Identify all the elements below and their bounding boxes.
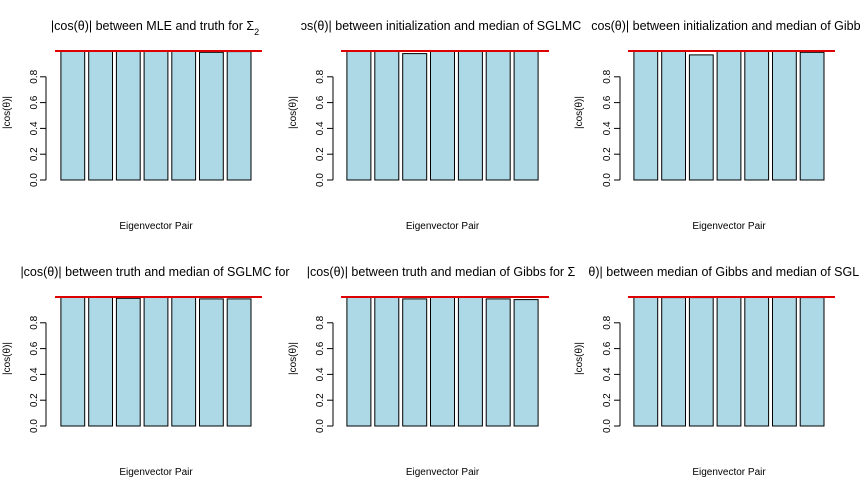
y-tick-label: 0.2: [602, 393, 613, 407]
y-tick-label: 0.6: [602, 341, 613, 355]
y-axis-label: |cos(θ)|: [574, 342, 585, 375]
bar-3: [688, 297, 714, 427]
bar-6: [772, 50, 797, 181]
bar-7: [226, 298, 252, 427]
bar-2: [661, 50, 687, 181]
bar-4: [716, 296, 742, 427]
y-tick-label: 0.2: [315, 147, 326, 161]
bar-1: [346, 50, 372, 181]
x-axis-label: Eigenvector Pair: [119, 467, 193, 478]
y-tick-label: 0.6: [29, 341, 40, 355]
panel-title: |cos(θ)| between MLE and truth for Σ2: [51, 19, 259, 37]
y-tick-label: 0.0: [29, 173, 40, 187]
y-tick-label: 0.0: [315, 419, 326, 433]
y-tick-label: 0.0: [602, 419, 613, 433]
bar-5: [171, 296, 197, 427]
bar-1: [60, 50, 86, 181]
bar-6: [485, 298, 511, 427]
y-tick-label: 0.2: [315, 393, 326, 407]
panel-title: |cos(θ)| between truth and median of Gib…: [307, 265, 576, 279]
bar-4: [143, 296, 169, 427]
bar-7: [799, 51, 825, 181]
x-axis-label: Eigenvector Pair: [692, 467, 766, 478]
y-tick-label: 0.4: [315, 121, 326, 135]
x-axis-label: Eigenvector Pair: [406, 221, 480, 232]
y-axis-label: |cos(θ)|: [288, 96, 299, 129]
y-tick-label: 0.4: [602, 121, 613, 135]
y-axis-label: |cos(θ)|: [2, 96, 13, 129]
panel-1: |cos(θ)| between MLE and truth for Σ2 0.0…: [2, 19, 262, 232]
y-tick-label: 0.4: [602, 367, 613, 381]
bar-1: [633, 296, 659, 427]
bar-1: [60, 296, 86, 427]
y-tick-label: 0.4: [29, 121, 40, 135]
y-tick-label: 0.4: [29, 367, 40, 381]
bar-4: [430, 296, 455, 427]
y-tick-label: 0.8: [315, 69, 326, 83]
bar-2: [88, 50, 113, 181]
bar-2: [88, 296, 113, 427]
y-tick-label: 0.4: [315, 367, 326, 381]
panel-title: ɔs(θ)| between initialization and median…: [301, 19, 581, 33]
bar-6: [772, 296, 797, 427]
y-axis-label: |cos(θ)|: [288, 342, 299, 375]
bar-5: [744, 50, 770, 181]
bar-4: [143, 50, 169, 181]
bar-3: [688, 54, 714, 181]
panel-title: cos(θ)| between initialization and media…: [591, 19, 860, 33]
y-tick-label: 0.2: [29, 147, 40, 161]
y-tick-label: 0.6: [29, 95, 40, 109]
bar-6: [199, 51, 224, 181]
bar-3: [402, 298, 428, 427]
bar-5: [457, 50, 483, 181]
bar-1: [633, 50, 659, 181]
y-axis-label: |cos(θ)|: [574, 96, 585, 129]
bar-4: [430, 50, 455, 181]
y-tick-label: 0.0: [315, 173, 326, 187]
bar-2: [374, 296, 400, 427]
y-tick-label: 0.8: [602, 69, 613, 83]
bar-6: [485, 50, 511, 181]
y-tick-label: 0.0: [29, 419, 40, 433]
y-tick-label: 0.8: [29, 69, 40, 83]
bar-7: [513, 299, 539, 427]
bar-3: [115, 50, 141, 181]
x-axis-label: Eigenvector Pair: [406, 467, 480, 478]
y-tick-label: 0.6: [602, 95, 613, 109]
x-axis-label: Eigenvector Pair: [119, 221, 193, 232]
bar-1: [346, 296, 372, 427]
y-tick-label: 0.8: [602, 315, 613, 329]
bar-4: [716, 50, 742, 181]
y-tick-label: 0.2: [29, 393, 40, 407]
panel-title: |cos(θ)| between truth and median of SGL…: [20, 265, 289, 279]
y-tick-label: 0.2: [602, 147, 613, 161]
x-axis-label: Eigenvector Pair: [692, 221, 766, 232]
panel-4: |cos(θ)| between truth and median of SGL…: [2, 265, 290, 478]
bar-2: [661, 297, 687, 427]
bar-3: [115, 297, 141, 427]
bar-7: [513, 50, 539, 181]
y-tick-label: 0.6: [315, 341, 326, 355]
y-tick-label: 0.6: [315, 95, 326, 109]
panel-title: θ)| between median of Gibbs and median o…: [588, 265, 860, 279]
bar-6: [199, 298, 224, 427]
bar-5: [457, 296, 483, 427]
y-axis-label: |cos(θ)|: [2, 342, 13, 375]
bar-5: [171, 50, 197, 181]
y-tick-label: 0.8: [29, 315, 40, 329]
bar-3: [402, 53, 428, 181]
panel-title-subscript: 2: [254, 27, 259, 37]
panel-5: |cos(θ)| between truth and median of Gib…: [288, 265, 576, 478]
bar-2: [374, 50, 400, 181]
y-tick-label: 0.8: [315, 315, 326, 329]
panel-2: ɔs(θ)| between initialization and median…: [288, 19, 581, 232]
panel-6: θ)| between median of Gibbs and median o…: [574, 265, 860, 478]
bar-7: [226, 51, 252, 181]
bar-5: [744, 296, 770, 427]
y-tick-label: 0.0: [602, 173, 613, 187]
bar-7: [799, 297, 825, 427]
panel-3: cos(θ)| between initialization and media…: [574, 19, 860, 232]
